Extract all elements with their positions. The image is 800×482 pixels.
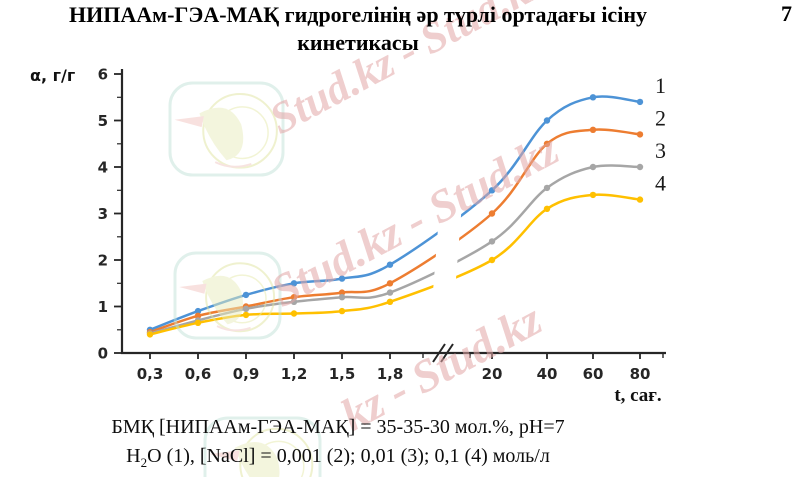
figure-caption: БМҚ [НИПААм-ГЭА-МАҚ] = 35-35-30 мол.%, p… — [0, 413, 676, 477]
page-number: 7 — [781, 1, 792, 26]
x-tick-label: 1,8 — [377, 365, 404, 383]
x-axis-label: t, сағ. — [614, 385, 661, 406]
chart-svg: 0 1 2 3 4 5 6 0,3 0,6 0,9 1,2 1,5 1,8 20 40 60 80 α, г/г t… — [30, 66, 666, 406]
y-tick-label: 3 — [98, 205, 108, 223]
x-tick-label: 1,2 — [281, 365, 308, 383]
axis-break-marks — [432, 343, 454, 363]
axis-break-gap — [428, 115, 469, 348]
swelling-kinetics-line-chart: 0 1 2 3 4 5 6 0,3 0,6 0,9 1,2 1,5 1,8 20 40 60 80 α, г/г t… — [0, 55, 800, 407]
x-tick-label: 40 — [537, 365, 558, 383]
x-tick-label: 20 — [482, 365, 503, 383]
series-4-number-label: 4 — [655, 171, 666, 196]
series-3-line — [148, 164, 642, 335]
y-tick-label: 1 — [98, 298, 108, 316]
y-tick-label: 5 — [98, 112, 108, 130]
x-tick-label: 60 — [583, 365, 604, 383]
caption-h2o-subscript: 2 — [140, 455, 148, 470]
page-title: НИПААм-ГЭА-МАҚ гидрогелінің әр түрлі орт… — [0, 1, 716, 57]
y-tick-label: 6 — [98, 66, 108, 84]
series-1-markers — [146, 94, 644, 333]
series-2-number-label: 2 — [655, 105, 666, 130]
y-tick-label: 0 — [98, 345, 108, 363]
series-1-line — [148, 95, 642, 332]
title-line-2: кинетикасы — [297, 30, 419, 55]
y-tick-label: 2 — [98, 252, 108, 270]
x-tick-label: 80 — [630, 365, 651, 383]
caption-h2o-base: H — [126, 445, 141, 467]
caption-line-1: БМҚ [НИПААм-ГЭА-МАҚ] = 35-35-30 мол.%, p… — [111, 416, 565, 438]
caption-line-2-rest: O (1), [NaCl] = 0,001 (2); 0,01 (3); 0,1… — [147, 445, 550, 467]
x-tick-label: 0,6 — [185, 365, 212, 383]
caption-line-2: H2O (1), [NaCl] = 0,001 (2); 0,01 (3); 0… — [0, 442, 676, 477]
series-1-number-label: 1 — [655, 73, 666, 98]
x-tick-label: 0,3 — [137, 365, 164, 383]
y-axis-label: α, г/г — [30, 66, 75, 85]
x-tick-label: 1,5 — [329, 365, 356, 383]
y-tick-label: 4 — [98, 159, 108, 177]
series-3-number-label: 3 — [655, 138, 666, 163]
x-tick-label: 0,9 — [233, 365, 260, 383]
title-line-1: НИПААм-ГЭА-МАҚ гидрогелінің әр түрлі орт… — [68, 2, 647, 27]
